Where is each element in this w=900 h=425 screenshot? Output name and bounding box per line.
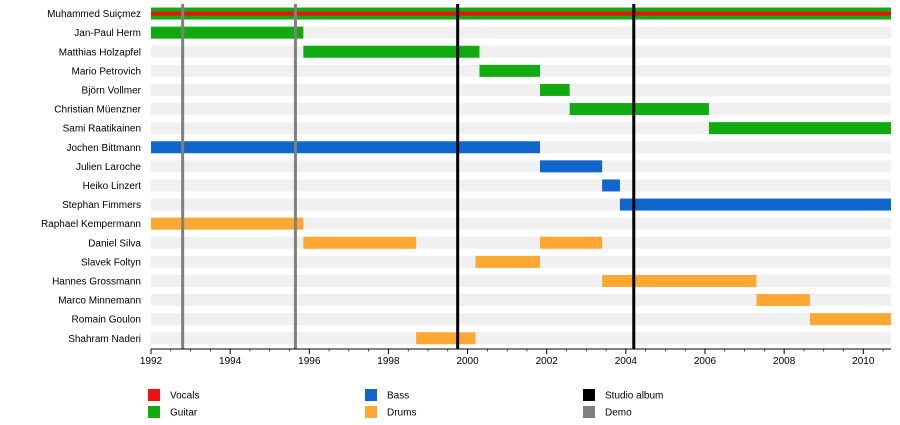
member-label: Raphael Kempermann [41, 219, 141, 230]
legend-swatch [365, 389, 377, 401]
x-tick-label: 2010 [852, 356, 875, 367]
x-tick-label: 1998 [377, 356, 400, 367]
row-background [151, 217, 891, 230]
member-label: Muhammed Suiçmez [47, 9, 141, 20]
member-label: Matthias Holzapfel [59, 47, 141, 58]
legend-swatch [148, 406, 160, 418]
x-tick-label: 1996 [298, 356, 321, 367]
member-label: Slavek Foltyn [81, 257, 141, 268]
x-tick-label: 2004 [615, 356, 638, 367]
member-label: Romain Goulon [72, 315, 141, 326]
row-background [151, 294, 891, 307]
legend-label: Drums [387, 408, 416, 419]
member-label: Shahram Naderi [68, 334, 141, 345]
x-tick-label: 2000 [456, 356, 479, 367]
legend-swatch [583, 406, 595, 418]
membership-bar [756, 294, 810, 307]
legend-swatch [148, 389, 160, 401]
legend-label: Demo [605, 408, 632, 419]
member-label: Julien Laroche [76, 162, 141, 173]
x-tick-label: 1992 [140, 356, 163, 367]
x-tick-label: 2006 [694, 356, 717, 367]
legend-label: Guitar [170, 408, 198, 419]
release-lines [181, 4, 636, 349]
member-label: Jan-Paul Herm [74, 28, 141, 39]
legend-swatch [365, 406, 377, 418]
membership-bar [151, 141, 540, 154]
row-background [151, 45, 891, 58]
legend-swatch [583, 389, 595, 401]
membership-bar [303, 45, 480, 58]
row-background [151, 83, 891, 96]
legend-label: Studio album [605, 391, 663, 402]
membership-bar [619, 198, 891, 211]
vocals-stripe [151, 11, 891, 16]
member-label: Sami Raatikainen [63, 124, 141, 135]
member-label: Björn Vollmer [82, 85, 142, 96]
row-background [151, 103, 891, 116]
legend: Vocals Guitar Bass Drums Studio album Demo [148, 389, 663, 419]
member-label: Daniel Silva [88, 238, 141, 249]
membership-bar [479, 64, 540, 77]
x-axis: 1992 1994 1996 1998 2000 2002 2004 2006 2008 2010 [140, 348, 891, 367]
row-background [151, 122, 891, 135]
membership-bar [569, 103, 709, 116]
row-background [151, 236, 891, 249]
membership-bar [303, 236, 417, 249]
membership-bar [602, 274, 757, 287]
member-label: Marco Minnemann [58, 296, 141, 307]
x-tick-label: 2008 [773, 356, 796, 367]
member-label: Jochen Bittmann [67, 143, 142, 154]
membership-bars [151, 7, 891, 345]
membership-bar [602, 179, 620, 192]
row-background [151, 179, 891, 192]
legend-label: Vocals [170, 391, 199, 402]
member-label: Heiko Linzert [83, 181, 142, 192]
row-background [151, 160, 891, 173]
membership-bar [151, 26, 304, 39]
member-label: Christian Müenzner [54, 105, 141, 116]
x-tick-label: 1994 [219, 356, 242, 367]
row-backgrounds [151, 7, 891, 345]
membership-bar [539, 236, 603, 249]
row-background [151, 332, 891, 345]
membership-bar [416, 332, 476, 345]
membership-bar [708, 122, 891, 135]
legend-label: Bass [387, 391, 409, 402]
membership-bar [539, 83, 570, 96]
x-tick-label: 2002 [536, 356, 559, 367]
membership-bar [539, 160, 603, 173]
membership-bar [475, 255, 540, 268]
member-label: Mario Petrovich [72, 66, 141, 77]
membership-bar [809, 313, 891, 326]
row-background [151, 274, 891, 287]
member-label: Stephan Fimmers [62, 200, 141, 211]
member-label: Hannes Grossmann [52, 276, 141, 287]
row-background [151, 313, 891, 326]
member-labels: Muhammed Suiçmez Jan-Paul Herm Matthias Ho… [41, 9, 142, 345]
row-background [151, 26, 891, 39]
membership-bar [151, 217, 304, 230]
